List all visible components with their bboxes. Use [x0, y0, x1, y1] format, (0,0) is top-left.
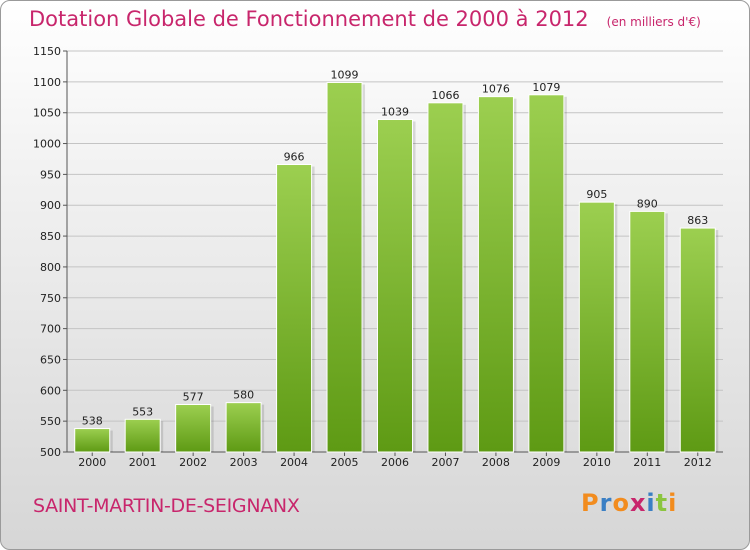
x-tick-label: 2001 — [129, 456, 157, 469]
x-tick-label: 2005 — [331, 456, 359, 469]
x-tick-label: 2011 — [633, 456, 661, 469]
logo-letter: i — [646, 489, 656, 517]
x-tick-label: 2012 — [684, 456, 712, 469]
y-tick-label: 500 — [40, 446, 61, 459]
value-label: 580 — [233, 389, 254, 402]
y-tick-label: 1050 — [33, 107, 61, 120]
bar-2010 — [578, 201, 615, 453]
x-tick-label: 2003 — [230, 456, 258, 469]
x-tick-label: 2004 — [280, 456, 308, 469]
bar-2004 — [276, 164, 313, 453]
y-tick-label: 600 — [40, 384, 61, 397]
y-tick-label: 750 — [40, 292, 61, 305]
bar-2000 — [74, 428, 111, 453]
x-tick-label: 2000 — [78, 456, 106, 469]
y-tick-label: 900 — [40, 199, 61, 212]
y-tick-label: 950 — [40, 168, 61, 181]
bars — [74, 81, 719, 453]
bar-2012 — [679, 227, 716, 453]
value-label: 577 — [183, 390, 204, 403]
x-tick-label: 2006 — [381, 456, 409, 469]
y-tick-label: 850 — [40, 230, 61, 243]
x-tick-label: 2009 — [532, 456, 560, 469]
bar-2001 — [124, 418, 161, 453]
x-tick-label: 2010 — [583, 456, 611, 469]
title-text: Dotation Globale de Fonctionnement de 20… — [29, 7, 589, 31]
value-label: 1076 — [482, 83, 510, 96]
y-tick-label: 1150 — [33, 45, 61, 58]
value-label: 890 — [637, 197, 658, 210]
y-tick-label: 800 — [40, 261, 61, 274]
value-label: 553 — [132, 405, 153, 418]
y-tick-label: 650 — [40, 353, 61, 366]
value-label: 966 — [284, 151, 305, 164]
unit-label: (en milliers d'€) — [606, 15, 701, 29]
logo-letter: P — [581, 489, 600, 517]
y-tick-label: 700 — [40, 323, 61, 336]
proxiti-logo: Proxiti — [581, 489, 677, 517]
bar-2003 — [225, 402, 262, 453]
commune-name: SAINT-MARTIN-DE-SEIGNANX — [33, 495, 300, 517]
axes: 500 550 600 650 700 750 800 850 900 950 1000 1050 11… — [33, 45, 723, 469]
bar-2006 — [377, 118, 413, 453]
bar-2011 — [629, 210, 666, 453]
chart-title: Dotation Globale de Fonctionnement de 20… — [29, 7, 701, 31]
value-label: 538 — [82, 415, 103, 428]
value-label: 1039 — [381, 105, 409, 118]
bar-2008 — [477, 96, 514, 453]
logo-letter: t — [655, 489, 669, 517]
bar-2009 — [528, 94, 565, 453]
value-labels: 538 553 577 580 966 1099 1039 1066 1076 1079 905 89… — [82, 68, 709, 427]
y-tick-label: 1000 — [33, 138, 61, 151]
value-label: 905 — [586, 188, 607, 201]
x-tick-label: 2002 — [179, 456, 207, 469]
value-label: 1099 — [331, 68, 359, 81]
logo-letter: x — [629, 489, 647, 517]
x-tick-label: 2007 — [431, 456, 459, 469]
logo-letter: i — [668, 489, 678, 517]
y-tick-label: 1100 — [33, 76, 61, 89]
x-tick-label: 2008 — [482, 456, 510, 469]
value-label: 1066 — [431, 89, 459, 102]
bar-2007 — [427, 102, 464, 453]
y-tick-label: 550 — [40, 415, 61, 428]
bar-2002 — [175, 403, 212, 453]
value-label: 863 — [687, 214, 708, 227]
logo-letter: r — [599, 489, 613, 517]
logo-letter: o — [612, 489, 630, 517]
value-label: 1079 — [532, 81, 560, 94]
bar-2005 — [326, 81, 363, 453]
